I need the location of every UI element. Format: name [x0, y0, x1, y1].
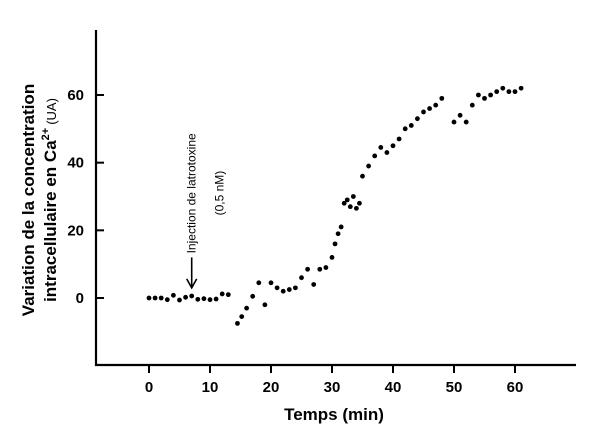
data-point: [274, 285, 280, 291]
y-tick-label: 60: [67, 87, 84, 104]
data-point: [357, 200, 362, 206]
x-tick-label: 40: [385, 379, 402, 396]
y-tick-label: 0: [76, 290, 84, 307]
data-point: [244, 305, 250, 311]
data-point: [415, 116, 420, 122]
data-point: [152, 295, 158, 301]
x-tick-label: 0: [145, 379, 153, 396]
y-ticks: 0 20 40 60: [67, 87, 104, 307]
data-points: [146, 85, 524, 326]
data-point: [164, 297, 170, 303]
data-point: [341, 200, 347, 206]
x-ticks: 0 10 20 30 40 50 60: [145, 365, 524, 396]
data-point: [280, 288, 286, 294]
data-point: [344, 197, 350, 203]
data-point: [286, 287, 292, 292]
data-point: [451, 119, 457, 125]
data-point: [213, 296, 219, 302]
data-point: [372, 153, 378, 159]
data-point: [195, 296, 201, 302]
data-point: [329, 255, 335, 260]
data-point: [332, 241, 338, 247]
y-axis-title-line1: Variation de la concentration: [19, 84, 38, 316]
data-point: [219, 291, 225, 297]
data-point: [421, 109, 426, 115]
data-point: [347, 204, 353, 210]
data-point: [378, 145, 384, 150]
y-axis-unit: (UA): [44, 98, 59, 125]
y-tick-label: 40: [67, 155, 84, 172]
data-point: [338, 224, 344, 230]
data-point: [366, 163, 371, 169]
data-point: [323, 265, 329, 270]
data-point: [469, 102, 475, 108]
annotation-arrowhead: [186, 278, 198, 290]
data-point: [305, 266, 310, 272]
y-axis-title-2: intracellulaire en Ca2+ (UA): [40, 98, 60, 302]
data-point: [488, 92, 493, 98]
data-point: [177, 297, 182, 303]
y-tick-label: 20: [67, 222, 84, 239]
data-point: [396, 136, 402, 142]
data-point: [360, 173, 365, 179]
data-point: [402, 126, 408, 132]
data-point: [390, 143, 396, 149]
injection-annotation: Injection de latrotoxine (0,5 nM): [185, 133, 227, 290]
data-point: [463, 119, 469, 125]
y-axis-title-line2: intracellulaire en Ca2+ (UA): [40, 98, 60, 302]
data-point: [239, 314, 245, 320]
y-axis-title: Variation de la concentration: [19, 84, 38, 316]
data-point: [354, 205, 359, 211]
data-point: [500, 85, 506, 91]
data-point: [317, 266, 323, 272]
data-point: [482, 95, 487, 101]
data-point: [293, 285, 298, 291]
data-point: [506, 89, 512, 95]
data-point: [262, 302, 268, 308]
data-point: [384, 150, 390, 155]
annotation-text-line1: Injection de latrotoxine: [185, 133, 199, 253]
data-point: [250, 293, 256, 299]
x-tick-label: 10: [202, 379, 219, 396]
y-axis-title-line2-main: intracellulaire en Ca: [41, 140, 60, 302]
data-point: [235, 320, 240, 326]
x-axis-title: Temps (min): [284, 405, 384, 424]
data-point: [189, 293, 195, 299]
data-point: [268, 280, 274, 286]
data-point: [427, 106, 432, 111]
data-point: [433, 102, 439, 108]
data-point: [311, 282, 317, 287]
data-point: [476, 92, 481, 98]
data-point: [201, 296, 207, 302]
data-point: [256, 280, 262, 286]
data-point: [146, 295, 152, 301]
x-tick-label: 50: [446, 379, 463, 396]
data-point: [171, 292, 176, 298]
y-axis-title-superscript: 2+: [40, 128, 52, 141]
data-point: [512, 89, 518, 95]
data-point: [350, 194, 356, 199]
data-point: [158, 295, 164, 301]
annotation-text-line2: (0,5 nM): [213, 171, 227, 216]
data-point: [439, 95, 445, 101]
svg-text:Injection de latrotoxine: Injection de latrotoxine: [185, 133, 199, 253]
data-point: [183, 294, 189, 300]
data-point: [207, 297, 213, 303]
x-tick-label: 60: [507, 379, 524, 396]
data-point: [408, 123, 414, 128]
data-point: [225, 292, 231, 298]
data-point: [457, 112, 463, 118]
svg-text:(0,5 nM): (0,5 nM): [213, 171, 227, 216]
data-point: [335, 231, 341, 237]
x-tick-label: 30: [324, 379, 341, 396]
data-point: [299, 275, 304, 281]
data-point: [518, 85, 524, 91]
x-tick-label: 20: [263, 379, 280, 396]
data-point: [494, 89, 500, 95]
